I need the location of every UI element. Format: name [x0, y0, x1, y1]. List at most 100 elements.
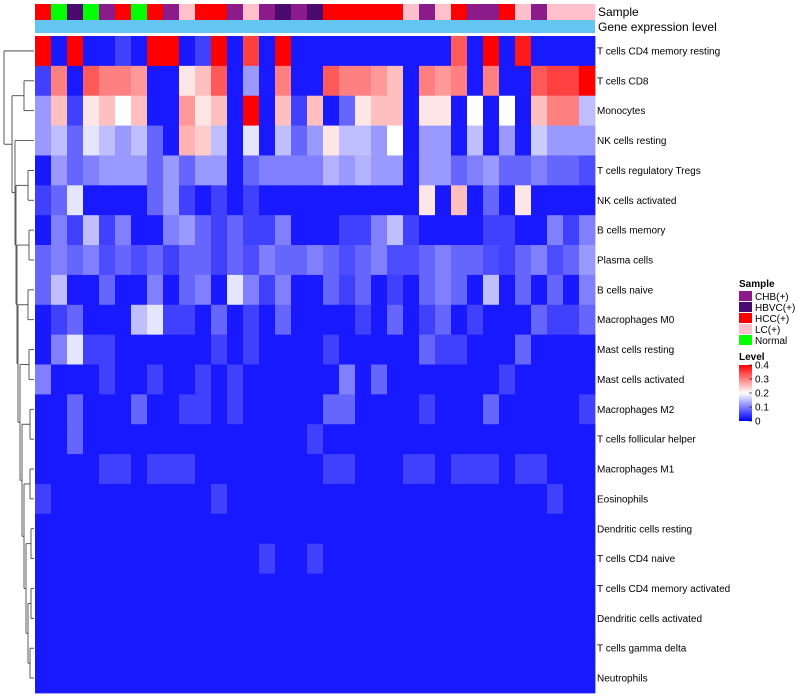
heatmap-cell — [579, 603, 596, 634]
heatmap-cell — [547, 125, 564, 156]
heatmap-cell — [483, 155, 500, 186]
heatmap-cell — [307, 364, 324, 395]
heatmap-cell — [451, 155, 468, 186]
heatmap-cell — [547, 36, 564, 67]
heatmap-cell — [195, 95, 212, 126]
heatmap-cell — [67, 334, 84, 365]
heatmap-cell — [115, 663, 132, 694]
heatmap-cell — [339, 274, 356, 306]
heatmap-cell — [243, 483, 260, 515]
heatmap-cell — [51, 454, 68, 485]
heatmap-cell — [451, 245, 468, 276]
heatmap-cell — [435, 185, 452, 216]
heatmap-cell — [403, 424, 420, 455]
heatmap-cell — [419, 125, 436, 156]
heatmap-cell — [211, 454, 228, 485]
heatmap-cell — [115, 274, 132, 306]
heatmap-cell — [35, 65, 52, 97]
heatmap-cell — [147, 245, 164, 276]
heatmap-cell — [371, 483, 388, 515]
heatmap-cell — [163, 185, 180, 216]
heatmap-cell — [195, 334, 212, 365]
heatmap-cell — [163, 513, 180, 545]
heatmap-cell — [275, 394, 292, 425]
heatmap-cell — [451, 185, 468, 216]
heatmap-cell — [563, 304, 580, 336]
level-tick-label: 0 — [755, 417, 761, 428]
heatmap-cell — [531, 155, 548, 186]
heatmap-cell — [131, 663, 148, 694]
sample-annotation-cell — [403, 4, 420, 20]
heatmap-cell — [211, 36, 228, 67]
heatmap-cell — [515, 364, 532, 395]
heatmap-cell — [259, 125, 276, 156]
heatmap-cell — [163, 36, 180, 67]
heatmap-cell — [67, 603, 84, 634]
heatmap-cell — [387, 185, 404, 216]
row-label: Macrophages M1 — [597, 465, 675, 476]
heatmap-cell — [259, 364, 276, 395]
heatmap-cell — [451, 65, 468, 97]
heatmap-cell — [339, 65, 356, 97]
heatmap-cell — [563, 424, 580, 455]
heatmap-cell — [291, 513, 308, 545]
heatmap-cell — [467, 65, 484, 97]
heatmap-cell — [483, 245, 500, 276]
heatmap-cell — [131, 334, 148, 365]
heatmap-cell — [243, 274, 260, 306]
heatmap-cell — [403, 215, 420, 246]
heatmap-cell — [275, 65, 292, 97]
heatmap-cell — [211, 424, 228, 455]
heatmap-cell — [275, 483, 292, 515]
heatmap-cell — [275, 185, 292, 216]
heatmap-cell — [307, 36, 324, 67]
heatmap-cell — [563, 185, 580, 216]
heatmap-cell — [547, 185, 564, 216]
heatmap-cell — [147, 274, 164, 306]
heatmap-cell — [147, 573, 164, 604]
heatmap-cell — [35, 394, 52, 425]
heatmap-cell — [195, 36, 212, 67]
heatmap-cell — [563, 155, 580, 186]
level-legend: Level 0.4 0.3 0.2 0.1 0 — [739, 352, 769, 428]
heatmap-cell — [355, 185, 372, 216]
heatmap-cell — [307, 185, 324, 216]
heatmap-cell — [83, 394, 100, 425]
row-label: T cells CD8 — [597, 76, 649, 87]
heatmap-cell — [179, 95, 196, 126]
heatmap-cell — [115, 573, 132, 604]
sample-legend-label: Normal — [755, 336, 787, 347]
heatmap-cell — [467, 364, 484, 395]
heatmap-cell — [227, 633, 244, 664]
heatmap-cell — [371, 334, 388, 365]
heatmap-cell — [275, 513, 292, 545]
sample-annotation-cell — [323, 4, 340, 20]
heatmap-cell — [467, 603, 484, 634]
heatmap-cell — [227, 274, 244, 306]
heatmap-cell — [499, 573, 516, 604]
heatmap-cell — [163, 663, 180, 694]
heatmap-cell — [355, 36, 372, 67]
heatmap-cell — [515, 215, 532, 246]
heatmap-cell — [131, 424, 148, 455]
heatmap-cell — [499, 663, 516, 694]
heatmap-cell — [227, 65, 244, 97]
heatmap-cell — [291, 245, 308, 276]
heatmap-cell — [419, 65, 436, 97]
heatmap-cell — [579, 364, 596, 395]
heatmap-cell — [515, 304, 532, 336]
heatmap-cell — [291, 334, 308, 365]
heatmap-cell — [531, 334, 548, 365]
heatmap-cell — [563, 454, 580, 485]
heatmap-cell — [131, 454, 148, 485]
heatmap-cell — [563, 394, 580, 425]
heatmap-cell — [211, 304, 228, 336]
heatmap-cell — [419, 573, 436, 604]
heatmap-cell — [83, 215, 100, 246]
heatmap-cell — [355, 245, 372, 276]
heatmap-cell — [131, 274, 148, 306]
heatmap-cell — [211, 185, 228, 216]
heatmap-cell — [275, 603, 292, 634]
heatmap-cell — [259, 663, 276, 694]
heatmap-cell — [67, 215, 84, 246]
